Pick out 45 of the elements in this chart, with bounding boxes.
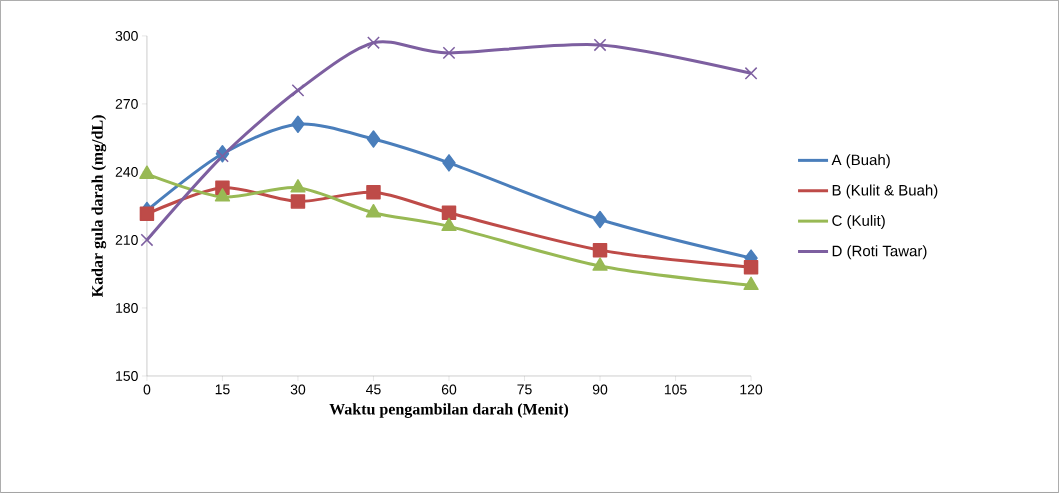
x-tick-label: 75	[517, 384, 532, 395]
x-tick-label: 30	[290, 384, 306, 395]
point	[291, 83, 305, 97]
point	[442, 46, 456, 60]
point	[593, 210, 607, 229]
point	[214, 188, 231, 202]
x-tick-label: 60	[441, 384, 457, 395]
y-tick-label: 270	[115, 99, 138, 109]
y-tick-label: 180	[116, 303, 138, 313]
point	[442, 154, 456, 172]
x-tick-label: 45	[366, 384, 381, 395]
y-tick-label: 150	[116, 371, 138, 381]
x-axis-title: Waktu pengambilan darah (Menit)	[329, 403, 569, 418]
point	[139, 165, 155, 179]
x-tick-label: 15	[215, 384, 230, 395]
x-tick-label: 120	[740, 384, 763, 395]
y-tick-label: 240	[115, 167, 138, 177]
point	[140, 233, 154, 247]
point	[366, 130, 381, 148]
y-tick-label: 210	[115, 235, 138, 245]
point	[592, 242, 608, 258]
point	[592, 257, 608, 271]
point	[744, 66, 758, 80]
legend-label: B (Kulit & Buah)	[832, 184, 938, 199]
point	[290, 194, 306, 209]
x-tick-label: 0	[143, 384, 151, 395]
point	[216, 149, 229, 163]
point	[366, 185, 381, 200]
point	[441, 205, 457, 221]
point	[367, 36, 380, 50]
point	[441, 217, 457, 232]
y-axis-title: Kadar gula darah (mg/dL)	[91, 115, 107, 298]
point	[365, 204, 382, 218]
point	[291, 115, 305, 134]
y-tick-label: 300	[115, 30, 138, 41]
point	[743, 276, 759, 291]
point	[139, 206, 155, 222]
x-tick-label: 105	[664, 384, 687, 395]
legend-label: A (Buah)	[831, 154, 890, 169]
point	[290, 179, 306, 193]
legend-label: C (Kulit)	[832, 214, 885, 229]
point	[593, 38, 607, 52]
legend-label: D (Roti Tawar)	[832, 245, 927, 260]
x-tick-label: 90	[592, 384, 608, 395]
point	[743, 259, 759, 275]
